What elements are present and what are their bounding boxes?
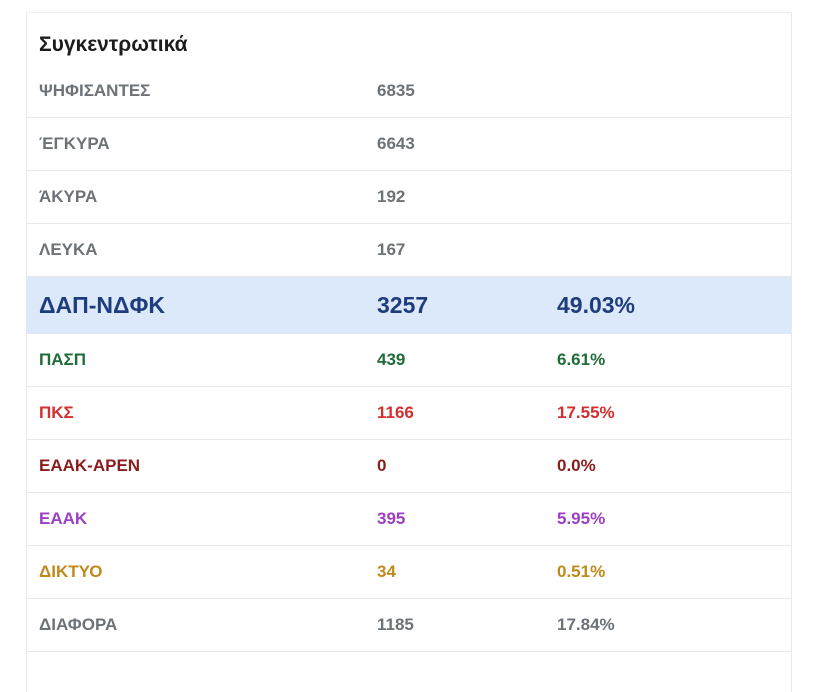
party-percent: 17.84% <box>557 615 615 634</box>
party-votes: 3257 <box>377 292 429 318</box>
party-votes: 395 <box>377 509 406 528</box>
party-votes: 1185 <box>377 615 414 634</box>
party-row-dap-ndfk: ΔΑΠ-ΝΔΦΚ 3257 49.03% <box>27 277 791 334</box>
party-percent: 5.95% <box>557 509 606 528</box>
party-percent: 6.61% <box>557 350 606 369</box>
stat-value: 192 <box>377 187 406 206</box>
party-row-pasp: ΠΑΣΠ 439 6.61% <box>27 334 791 387</box>
stat-label: ΨΗΦΙΣΑΝΤΕΣ <box>39 81 151 100</box>
party-name: ΠΚΣ <box>39 403 74 422</box>
party-row-pks: ΠΚΣ 1166 17.55% <box>27 387 791 440</box>
stat-value: 6835 <box>377 81 415 100</box>
stat-row-blank: ΛΕΥΚΑ 167 <box>27 224 791 277</box>
party-percent: 49.03% <box>557 292 636 318</box>
party-row-diafora: ΔΙΑΦΟΡΑ 1185 17.84% <box>27 599 791 652</box>
party-percent: 0.0% <box>557 456 596 475</box>
party-row-eaak-aren: ΕΑΑΚ-ΑΡΕΝ 0 0.0% <box>27 440 791 493</box>
stat-row-invalid: ΆΚΥΡΑ 192 <box>27 171 791 224</box>
panel-title: Συγκεντρωτικά <box>39 33 188 56</box>
party-votes: 34 <box>377 562 396 581</box>
party-percent: 0.51% <box>557 562 606 581</box>
stat-value: 167 <box>377 240 406 259</box>
party-votes: 1166 <box>377 403 414 422</box>
party-percent: 17.55% <box>557 403 615 422</box>
stat-label: ΈΓΚΥΡΑ <box>39 134 110 153</box>
party-votes: 439 <box>377 350 406 369</box>
party-name: ΠΑΣΠ <box>39 350 87 369</box>
party-name: ΔΙΑΦΟΡΑ <box>39 615 118 634</box>
party-name: ΕΑΑΚ <box>39 509 88 528</box>
stat-row-voters: ΨΗΦΙΣΑΝΤΕΣ 6835 <box>27 65 791 118</box>
party-name: ΔΙΚΤΥΟ <box>39 562 103 581</box>
party-votes: 0 <box>377 456 387 475</box>
party-name: ΔΑΠ-ΝΔΦΚ <box>39 292 166 318</box>
stat-row-valid: ΈΓΚΥΡΑ 6643 <box>27 118 791 171</box>
party-row-eaak: ΕΑΑΚ 395 5.95% <box>27 493 791 546</box>
stat-label: ΛΕΥΚΑ <box>39 240 98 259</box>
stat-value: 6643 <box>377 134 415 153</box>
party-name: ΕΑΑΚ-ΑΡΕΝ <box>39 456 141 475</box>
results-summary-panel: Συγκεντρωτικά ΨΗΦΙΣΑΝΤΕΣ 6835 ΈΓΚΥΡΑ 664… <box>26 12 792 692</box>
stat-label: ΆΚΥΡΑ <box>39 187 98 206</box>
party-row-diktyo: ΔΙΚΤΥΟ 34 0.51% <box>27 546 791 599</box>
